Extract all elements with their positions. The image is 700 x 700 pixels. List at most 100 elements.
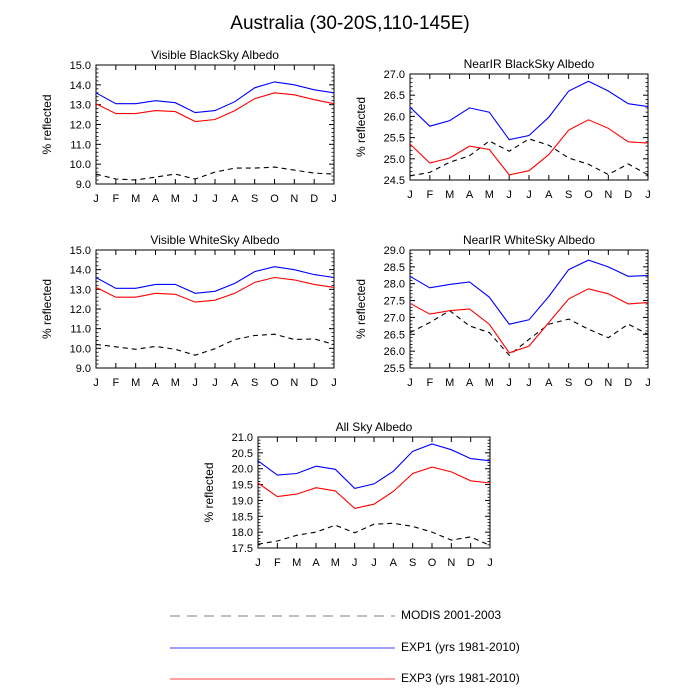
x-tick-label: N xyxy=(290,193,298,205)
y-tick-label: 27.5 xyxy=(384,296,405,308)
x-tick-label: F xyxy=(426,189,433,201)
series-line-modis xyxy=(257,522,491,547)
series-line-exp1 xyxy=(257,443,491,490)
x-tick-label: M xyxy=(292,557,301,569)
x-tick-label: A xyxy=(545,189,553,201)
x-tick-label: M xyxy=(331,557,340,569)
chart-title: NearIR BlackSky Albedo xyxy=(464,57,595,71)
y-tick-label: 27.0 xyxy=(384,69,405,81)
y-tick-label: 15.0 xyxy=(70,60,91,72)
chart-vis-black: Visible BlackSky Albedo 9.0 10.0 11.0 12.0 13… xyxy=(40,48,337,205)
series-line-exp3 xyxy=(409,119,649,176)
x-tick-label: A xyxy=(231,193,239,205)
x-tick-label: J xyxy=(645,189,651,201)
x-tick-label: J xyxy=(212,193,218,205)
x-tick-label: D xyxy=(624,189,632,201)
chart-nir-white: NearIR WhiteSky Albedo 25.5 26.0 26.5 27.0 27… xyxy=(354,233,651,389)
chart-title: Visible BlackSky Albedo xyxy=(151,48,279,62)
y-tick-label: 12.0 xyxy=(70,304,91,316)
y-tick-label: 26.0 xyxy=(384,346,405,358)
x-tick-label: M xyxy=(171,193,180,205)
y-tick-label: 10.0 xyxy=(70,159,91,171)
series-line-exp1 xyxy=(95,81,335,114)
y-tick-label: 26.0 xyxy=(384,111,405,123)
x-tick-label: F xyxy=(426,377,433,389)
x-tick-label: D xyxy=(310,193,318,205)
x-tick-label: S xyxy=(565,189,572,201)
x-tick-label: M xyxy=(445,377,454,389)
y-tick-label: 11.0 xyxy=(70,139,91,151)
x-tick-label: J xyxy=(487,557,493,569)
chart-all-sky: All Sky Albedo 17.5 18.0 18.5 19.0 19.5 20.0 20… xyxy=(202,420,493,569)
chart-vis-white: Visible WhiteSky Albedo 9.0 10.0 11.0 12.0 13… xyxy=(40,233,337,389)
series-line-modis xyxy=(95,333,335,356)
chart-title: Visible WhiteSky Albedo xyxy=(150,233,280,247)
series-line-exp3 xyxy=(95,92,335,123)
x-tick-label: N xyxy=(290,377,298,389)
y-tick-label: 25.5 xyxy=(384,133,405,145)
x-tick-label: A xyxy=(390,557,398,569)
x-tick-label: J xyxy=(192,377,198,389)
x-tick-label: M xyxy=(485,377,494,389)
series-line-modis xyxy=(95,166,335,181)
legend-line-exp3 xyxy=(170,678,395,680)
plot-frame xyxy=(95,64,335,185)
series-line-exp1 xyxy=(409,80,649,141)
x-tick-label: S xyxy=(251,377,258,389)
x-tick-label: J xyxy=(331,193,337,205)
x-tick-label: J xyxy=(371,557,377,569)
series-line-modis xyxy=(409,310,649,356)
x-tick-label: M xyxy=(445,189,454,201)
chart-title: All Sky Albedo xyxy=(336,420,413,434)
x-tick-label: O xyxy=(270,193,279,205)
y-tick-label: 28.5 xyxy=(384,262,405,274)
y-tick-label: 26.5 xyxy=(384,90,405,102)
x-tick-label: M xyxy=(131,377,140,389)
y-tick-label: 21.0 xyxy=(232,432,253,444)
series-line-exp3 xyxy=(257,466,491,509)
x-tick-label: D xyxy=(310,377,318,389)
x-tick-label: J xyxy=(645,377,651,389)
y-tick-label: 19.0 xyxy=(232,495,253,507)
x-tick-label: S xyxy=(409,557,416,569)
plot-frame xyxy=(409,249,649,369)
x-tick-label: A xyxy=(466,377,474,389)
y-tick-label: 24.5 xyxy=(384,175,405,187)
y-tick-label: 28.0 xyxy=(384,279,405,291)
y-tick-label: 27.0 xyxy=(384,312,405,324)
y-tick-label: 14.0 xyxy=(70,265,91,277)
x-tick-label: J xyxy=(526,189,532,201)
x-tick-label: N xyxy=(447,557,455,569)
legend-label-exp3: EXP3 (yrs 1981-2010) xyxy=(401,671,520,685)
plot-frame xyxy=(95,249,335,369)
x-tick-label: O xyxy=(428,557,437,569)
y-tick-label: 26.5 xyxy=(384,329,405,341)
y-tick-label: 20.0 xyxy=(232,464,253,476)
y-axis-label: % reflected xyxy=(354,279,368,339)
y-axis-label: % reflected xyxy=(354,97,368,157)
y-tick-label: 17.5 xyxy=(232,543,253,555)
x-tick-label: J xyxy=(93,377,99,389)
legend-line-exp1 xyxy=(170,647,395,649)
y-tick-label: 9.0 xyxy=(76,363,91,375)
x-tick-label: S xyxy=(565,377,572,389)
x-tick-label: A xyxy=(231,377,239,389)
x-tick-label: O xyxy=(584,377,593,389)
y-tick-label: 13.0 xyxy=(70,100,91,112)
x-tick-label: A xyxy=(152,377,160,389)
y-tick-label: 14.0 xyxy=(70,80,91,92)
x-tick-label: M xyxy=(171,377,180,389)
y-tick-label: 19.5 xyxy=(232,480,253,492)
x-tick-label: O xyxy=(270,377,279,389)
page-title: Australia (30-20S,110-145E) xyxy=(230,13,470,34)
x-tick-label: M xyxy=(485,189,494,201)
y-axis-label: % reflected xyxy=(40,94,54,154)
y-axis-label: % reflected xyxy=(40,279,54,339)
y-tick-label: 13.0 xyxy=(70,284,91,296)
y-tick-label: 25.5 xyxy=(384,363,405,375)
y-tick-label: 12.0 xyxy=(70,120,91,132)
y-tick-label: 18.5 xyxy=(232,511,253,523)
y-tick-label: 11.0 xyxy=(70,324,91,336)
x-tick-label: J xyxy=(212,377,218,389)
